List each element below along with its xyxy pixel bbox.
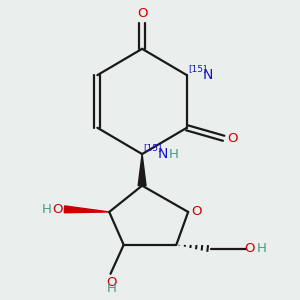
Polygon shape: [138, 154, 146, 186]
Text: O: O: [137, 7, 147, 20]
Text: O: O: [106, 276, 117, 289]
Text: H: H: [256, 242, 266, 255]
Text: H: H: [106, 282, 116, 295]
Polygon shape: [64, 206, 109, 213]
Text: O: O: [245, 242, 255, 255]
Text: N: N: [202, 68, 213, 82]
Text: [15]: [15]: [188, 64, 207, 73]
Text: [15]: [15]: [143, 143, 162, 152]
Text: O: O: [53, 203, 63, 216]
Text: O: O: [191, 206, 202, 218]
Text: N: N: [158, 147, 168, 161]
Text: O: O: [227, 132, 237, 145]
Text: H: H: [169, 148, 179, 160]
Text: H: H: [42, 203, 52, 216]
